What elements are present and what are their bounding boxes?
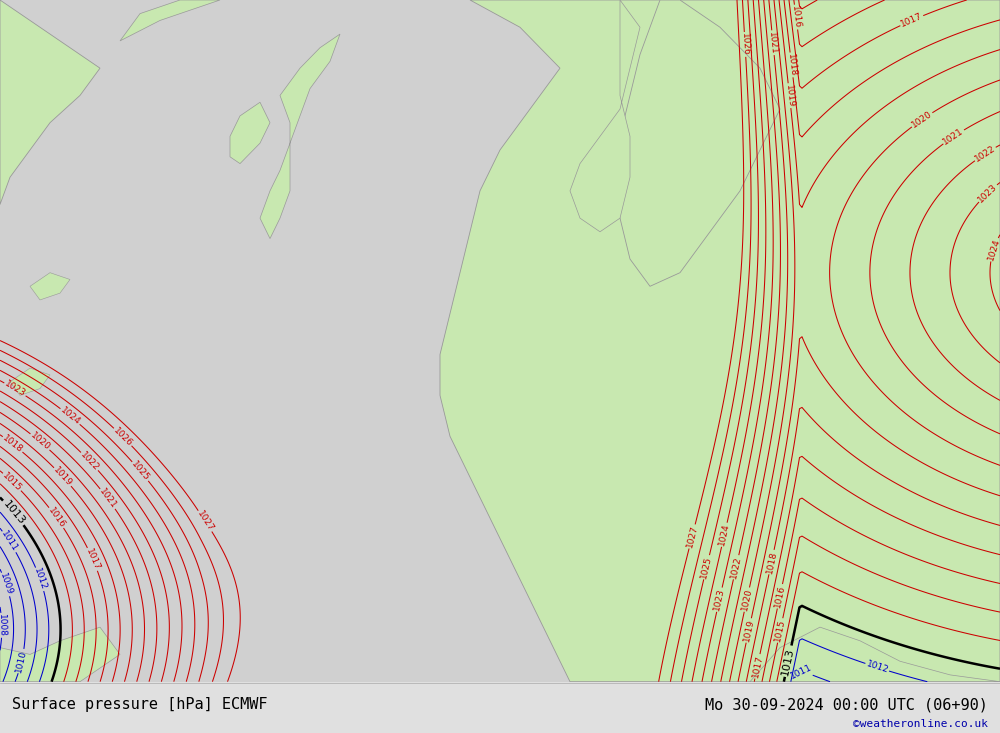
Polygon shape: [230, 103, 270, 163]
Text: 1026: 1026: [112, 426, 134, 448]
Text: 1026: 1026: [740, 33, 750, 56]
Polygon shape: [750, 627, 1000, 682]
Polygon shape: [260, 34, 340, 239]
Polygon shape: [610, 0, 780, 287]
Text: 1015: 1015: [773, 618, 787, 643]
Text: 1012: 1012: [865, 660, 889, 675]
Text: 1011: 1011: [0, 529, 19, 553]
Text: 1019: 1019: [784, 84, 795, 108]
Text: 1009: 1009: [0, 572, 14, 597]
Text: 1016: 1016: [46, 506, 67, 530]
Text: 1021: 1021: [942, 127, 966, 147]
Text: 1016: 1016: [773, 584, 787, 608]
Polygon shape: [30, 273, 70, 300]
Text: 1019: 1019: [742, 618, 756, 643]
Text: 1018: 1018: [1, 434, 25, 455]
Text: 1025: 1025: [700, 555, 714, 579]
Text: 1008: 1008: [0, 614, 7, 637]
Text: Mo 30-09-2024 00:00 UTC (06+90): Mo 30-09-2024 00:00 UTC (06+90): [705, 697, 988, 712]
Text: 1018: 1018: [765, 550, 778, 574]
Text: ©weatheronline.co.uk: ©weatheronline.co.uk: [853, 719, 988, 729]
Text: 1021: 1021: [97, 487, 118, 511]
Text: 1022: 1022: [729, 555, 743, 579]
Text: 1016: 1016: [790, 5, 802, 29]
Text: 1010: 1010: [15, 649, 29, 674]
Text: 1012: 1012: [32, 567, 48, 592]
Text: 1017: 1017: [84, 547, 101, 572]
Text: 1013: 1013: [1, 498, 26, 526]
Text: 1015: 1015: [1, 471, 24, 493]
Text: 1025: 1025: [130, 460, 151, 483]
Text: 1027: 1027: [685, 524, 699, 549]
Text: 1024: 1024: [717, 523, 731, 547]
Text: 1023: 1023: [976, 182, 999, 205]
Text: 1020: 1020: [28, 431, 52, 452]
Polygon shape: [10, 368, 50, 395]
Polygon shape: [440, 0, 1000, 682]
Text: 1011: 1011: [789, 663, 813, 680]
Polygon shape: [570, 0, 640, 232]
Text: 1023: 1023: [3, 380, 27, 399]
Text: 1017: 1017: [751, 654, 764, 679]
Text: 1023: 1023: [713, 588, 726, 612]
Text: 1013: 1013: [780, 647, 796, 676]
Text: 1020: 1020: [740, 587, 754, 612]
Text: 1018: 1018: [786, 53, 797, 77]
Polygon shape: [0, 627, 120, 682]
Text: 1021: 1021: [767, 31, 779, 54]
Text: 1019: 1019: [52, 465, 74, 488]
Text: 1022: 1022: [79, 450, 101, 473]
Text: 1024: 1024: [986, 237, 1000, 262]
Text: 1024: 1024: [59, 406, 82, 427]
Text: 1022: 1022: [973, 144, 997, 163]
Text: 1020: 1020: [910, 109, 934, 130]
Polygon shape: [120, 0, 220, 41]
Polygon shape: [0, 0, 100, 205]
Text: 1017: 1017: [899, 12, 924, 29]
Text: 1027: 1027: [195, 509, 215, 533]
Text: Surface pressure [hPa] ECMWF: Surface pressure [hPa] ECMWF: [12, 697, 268, 712]
